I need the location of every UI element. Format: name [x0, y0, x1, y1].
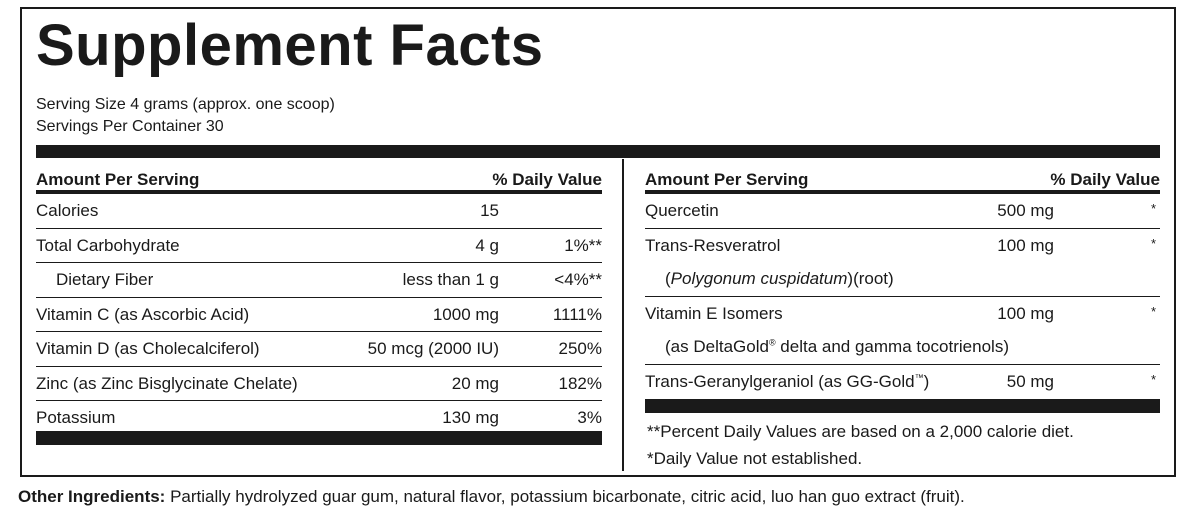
nutrient-name: Quercetin — [645, 201, 719, 220]
left-header-amount: Amount Per Serving — [36, 170, 200, 189]
nutrient-source: (Polygonum cuspidatum)(root) — [665, 268, 894, 288]
top-divider-bar — [36, 145, 1160, 158]
panel-title: Supplement Facts — [36, 13, 544, 78]
table-row: Potassium 130 mg 3% — [36, 401, 602, 435]
other-ingredients: Other Ingredients: Partially hydrolyzed … — [18, 487, 965, 507]
nutrient-amount: 15 — [480, 201, 499, 220]
servings-per-container: Servings Per Container 30 — [36, 118, 224, 135]
nutrient-amount: 50 mg — [1006, 371, 1054, 391]
plant-part: (root) — [853, 268, 894, 288]
table-row: Calories 15 — [36, 194, 602, 229]
nutrient-amount: 100 mg — [997, 303, 1054, 323]
nutrient-amount: 500 mg — [997, 201, 1054, 220]
table-row: Trans-Resveratrol 100 mg * (Polygonum cu… — [645, 229, 1160, 297]
right-bottom-bar — [645, 399, 1160, 413]
nutrient-amount: 1000 mg — [432, 304, 499, 324]
table-row: Dietary Fiber less than 1 g <4%** — [36, 263, 602, 298]
table-row: Total Carbohydrate 4 g 1%** — [36, 229, 602, 263]
name-pre: Trans-Geranylgeraniol (as GG-Gold — [645, 371, 915, 391]
table-row: Trans-Geranylgeraniol (as GG-Gold™) 50 m… — [645, 365, 1160, 399]
right-table-header: Amount Per Serving % Daily Value — [645, 164, 1160, 194]
nutrient-name: Vitamin D (as Cholecalciferol) — [36, 339, 260, 358]
nutrient-amount: less than 1 g — [402, 270, 499, 289]
table-row: Vitamin E Isomers 100 mg * (as DeltaGold… — [645, 297, 1160, 365]
nutrient-dv: <4%** — [554, 270, 602, 289]
table-row: Vitamin D (as Cholecalciferol) 50 mcg (2… — [36, 332, 602, 367]
nutrient-name: Trans-Geranylgeraniol (as GG-Gold™) — [645, 372, 929, 392]
nutrient-dv: * — [1150, 235, 1156, 251]
nutrient-dv: 1%** — [564, 235, 602, 255]
nutrient-amount: 4 g — [475, 235, 499, 255]
registered-mark: ® — [768, 336, 776, 347]
nutrient-name: Potassium — [36, 408, 116, 427]
other-ingredients-text: Partially hydrolyzed guar gum, natural f… — [165, 487, 965, 506]
nutrient-dv: 250% — [558, 339, 602, 358]
right-nutrient-table: Amount Per Serving % Daily Value Quercet… — [645, 164, 1160, 398]
nutrient-dv: 1111% — [552, 304, 602, 324]
trademark-mark: ™ — [914, 371, 924, 382]
left-bottom-bar — [36, 431, 602, 445]
left-nutrient-table: Amount Per Serving % Daily Value Calorie… — [36, 164, 602, 435]
nutrient-dv: * — [1150, 371, 1156, 387]
name-post: ) — [923, 371, 930, 391]
other-ingredients-label: Other Ingredients: — [18, 487, 166, 506]
nutrient-dv: * — [1150, 303, 1156, 319]
percent-dv-footnote: **Percent Daily Values are based on a 2,… — [647, 422, 1074, 441]
botanical-name: Polygonum cuspidatum — [670, 268, 848, 288]
right-header-amount: Amount Per Serving — [645, 170, 809, 189]
nutrient-name: Trans-Resveratrol — [645, 235, 781, 255]
nutrient-name: Vitamin C (as Ascorbic Acid) — [36, 304, 250, 324]
table-row: Quercetin 500 mg * — [645, 194, 1160, 229]
left-table-header: Amount Per Serving % Daily Value — [36, 164, 602, 194]
dv-not-established-footnote: *Daily Value not established. — [647, 449, 863, 468]
source-pre: (as DeltaGold — [665, 336, 769, 356]
serving-size: Serving Size 4 grams (approx. one scoop) — [36, 96, 335, 113]
table-row: Vitamin C (as Ascorbic Acid) 1000 mg 111… — [36, 298, 602, 332]
nutrient-name: Calories — [36, 201, 99, 220]
nutrient-name: Zinc (as Zinc Bisglycinate Chelate) — [36, 373, 298, 393]
nutrient-dv: 3% — [577, 408, 602, 427]
nutrient-name: Vitamin E Isomers — [645, 303, 783, 323]
column-divider — [622, 159, 624, 471]
nutrient-amount: 130 mg — [442, 408, 499, 427]
right-header-dv: % Daily Value — [1050, 170, 1160, 189]
nutrient-name: Dietary Fiber — [56, 270, 154, 289]
left-header-dv: % Daily Value — [492, 170, 602, 189]
nutrient-dv: 182% — [558, 373, 602, 393]
nutrient-source: (as DeltaGold® delta and gamma tocotrien… — [665, 337, 1009, 357]
nutrient-amount: 50 mcg (2000 IU) — [367, 339, 499, 358]
supplement-facts-panel: Supplement Facts Serving Size 4 grams (a… — [20, 7, 1176, 477]
table-row: Zinc (as Zinc Bisglycinate Chelate) 20 m… — [36, 367, 602, 401]
nutrient-name: Total Carbohydrate — [36, 235, 180, 255]
nutrient-amount: 20 mg — [451, 373, 499, 393]
nutrient-dv: * — [1150, 201, 1156, 216]
source-post: delta and gamma tocotrienols) — [775, 336, 1009, 356]
nutrient-amount: 100 mg — [997, 235, 1054, 255]
